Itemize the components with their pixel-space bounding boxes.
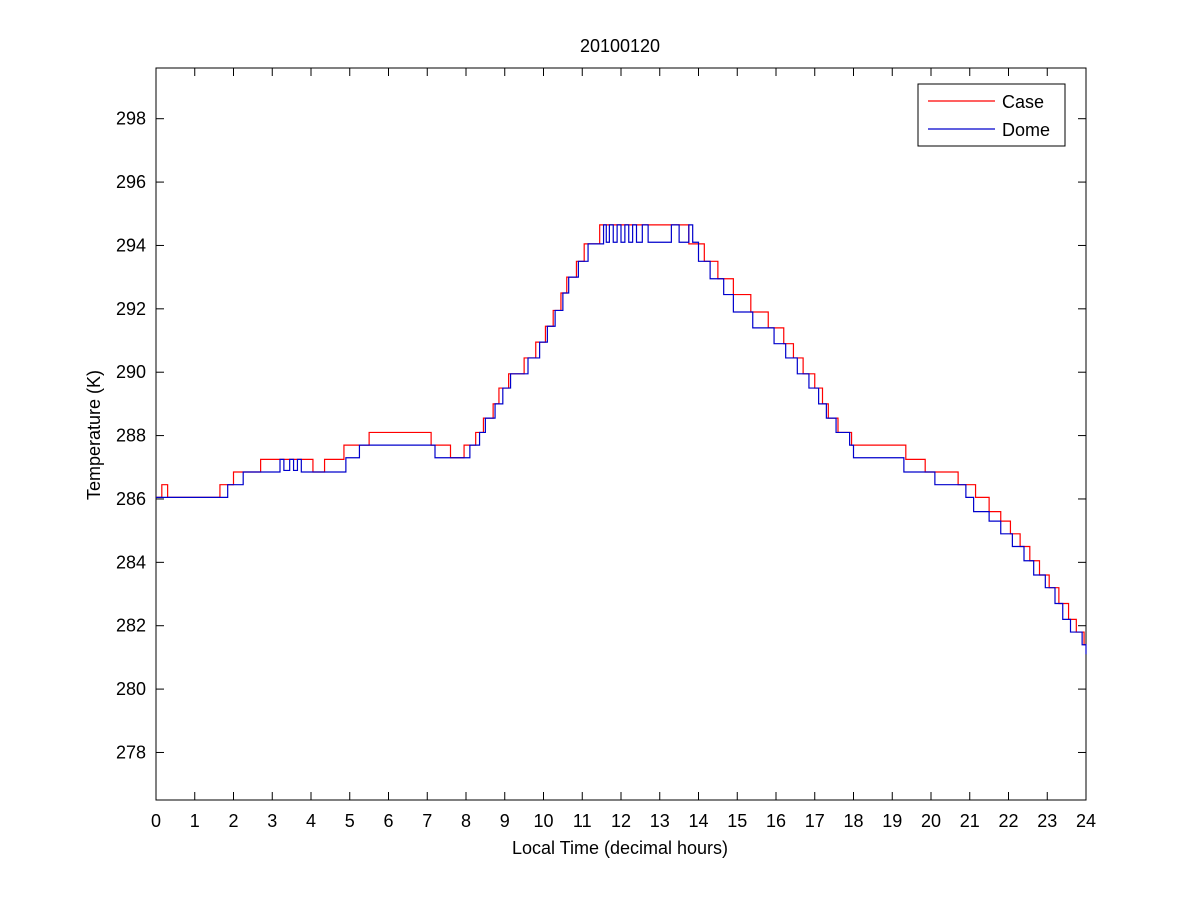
series-line-case bbox=[156, 224, 1086, 646]
legend-label-dome: Dome bbox=[1002, 120, 1050, 140]
x-tick-label: 9 bbox=[500, 811, 510, 831]
x-tick-label: 0 bbox=[151, 811, 161, 831]
x-tick-label: 21 bbox=[960, 811, 980, 831]
x-tick-label: 1 bbox=[190, 811, 200, 831]
x-tick-label: 15 bbox=[727, 811, 747, 831]
x-axis-title: Local Time (decimal hours) bbox=[512, 838, 728, 858]
x-tick-label: 17 bbox=[805, 811, 825, 831]
legend-box bbox=[917, 83, 1066, 147]
x-tick-label: 22 bbox=[998, 811, 1018, 831]
y-tick-label: 292 bbox=[116, 299, 146, 319]
plot-area: 0 1 2 3 4 5 6 7 8 9 10 11 12 13 14 15 16 17 18 19 20 21 22 23 24… bbox=[116, 67, 1096, 831]
x-tick-label: 7 bbox=[422, 811, 432, 831]
y-tick-label: 288 bbox=[116, 426, 146, 446]
y-tick-label: 298 bbox=[116, 109, 146, 129]
x-tick-label: 18 bbox=[843, 811, 863, 831]
x-tick-label: 16 bbox=[766, 811, 786, 831]
y-axis-title: Temperature (K) bbox=[84, 370, 104, 500]
y-tick-label: 284 bbox=[116, 552, 146, 572]
y-tick-label: 294 bbox=[116, 235, 146, 255]
plot-frame bbox=[155, 67, 1087, 801]
x-tick-label: 13 bbox=[650, 811, 670, 831]
chart-title: 20100120 bbox=[580, 36, 660, 56]
y-tick-label: 296 bbox=[116, 172, 146, 192]
y-tick-label: 290 bbox=[116, 362, 146, 382]
x-tick-label: 5 bbox=[345, 811, 355, 831]
x-tick-label: 24 bbox=[1076, 811, 1096, 831]
y-tick-label: 286 bbox=[116, 489, 146, 509]
x-tick-label: 14 bbox=[688, 811, 708, 831]
legend: Case Dome bbox=[917, 83, 1066, 147]
y-tick-label: 280 bbox=[116, 679, 146, 699]
x-tick-label: 8 bbox=[461, 811, 471, 831]
x-tick-label: 2 bbox=[228, 811, 238, 831]
y-tick-label: 282 bbox=[116, 616, 146, 636]
x-tick-label: 23 bbox=[1037, 811, 1057, 831]
x-tick-label: 11 bbox=[573, 811, 592, 831]
y-tick-label: 278 bbox=[116, 742, 146, 762]
x-tick-label: 4 bbox=[306, 811, 316, 831]
x-tick-label: 6 bbox=[383, 811, 393, 831]
x-tick-label: 19 bbox=[882, 811, 902, 831]
x-tick-label: 10 bbox=[533, 811, 553, 831]
x-tick-label: 3 bbox=[267, 811, 277, 831]
x-tick-label: 20 bbox=[921, 811, 941, 831]
series-line-dome bbox=[156, 224, 1087, 655]
x-tick-label: 12 bbox=[611, 811, 631, 831]
legend-label-case: Case bbox=[1002, 92, 1044, 112]
